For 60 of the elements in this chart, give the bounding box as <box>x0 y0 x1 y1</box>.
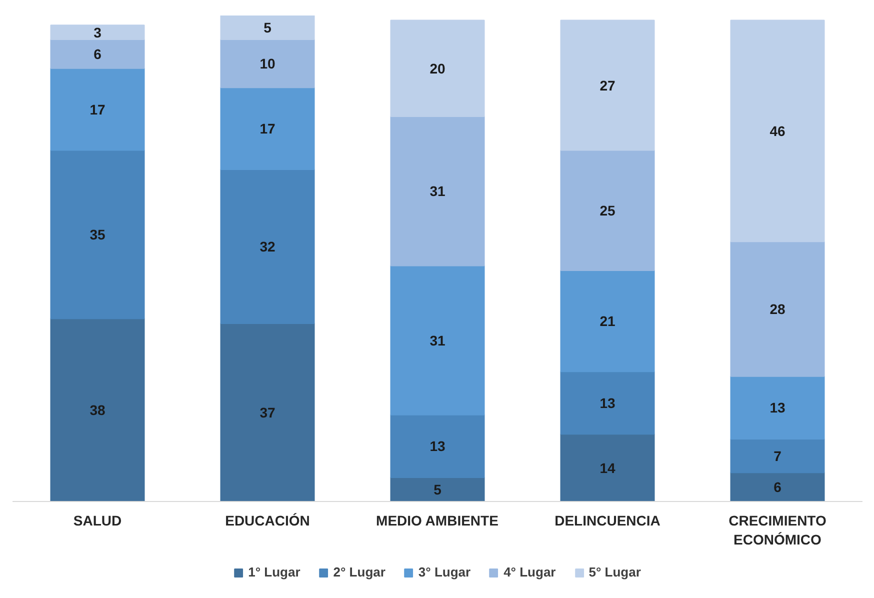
bar <box>560 270 655 372</box>
data-label: 31 <box>430 332 446 348</box>
bar <box>50 39 145 69</box>
legend-label: 5° Lugar <box>588 564 641 580</box>
bar <box>390 265 485 416</box>
bar <box>560 371 655 435</box>
x-tick-label: MEDIO AMBIENTE <box>376 512 498 528</box>
data-label: 17 <box>260 120 276 137</box>
data-label: 13 <box>600 394 616 411</box>
data-label: 10 <box>260 56 276 72</box>
x-tick-label: SALUD <box>73 512 122 528</box>
bar <box>390 414 485 478</box>
data-label: 38 <box>90 402 106 418</box>
bar <box>730 472 825 502</box>
data-label: 20 <box>430 60 446 76</box>
data-label: 17 <box>90 101 106 118</box>
bar <box>560 20 655 151</box>
legend-label: 1° Lugar <box>248 564 300 580</box>
bar <box>50 318 145 502</box>
data-label: 6 <box>94 46 102 62</box>
bar <box>730 376 825 440</box>
bar <box>50 68 145 151</box>
x-tick-label: DELINCUENCIA <box>554 512 660 528</box>
data-label: 35 <box>90 226 106 242</box>
bar <box>730 20 825 242</box>
bar <box>220 39 315 88</box>
bar <box>50 24 145 40</box>
x-tick-label: CRECIMIENTO ECONÓMICO <box>728 512 826 548</box>
data-label: 6 <box>774 479 782 496</box>
x-tick-label: EDUCACIÓN <box>225 512 310 528</box>
data-label: 3 <box>94 24 102 40</box>
data-label: 37 <box>260 404 276 420</box>
bar <box>50 150 145 320</box>
data-label: 31 <box>430 183 446 200</box>
data-label: 13 <box>770 400 786 416</box>
data-label: 46 <box>770 122 786 139</box>
bar <box>220 16 315 40</box>
data-label: 21 <box>600 313 616 330</box>
data-label: 32 <box>260 238 276 254</box>
data-label: 27 <box>600 77 616 94</box>
data-label: 7 <box>774 448 782 464</box>
data-label: 14 <box>600 460 616 476</box>
data-label: 25 <box>600 202 616 218</box>
bar <box>220 87 315 170</box>
bar <box>730 438 825 474</box>
bar <box>560 434 655 502</box>
bar <box>560 150 655 272</box>
data-label: 5 <box>434 481 442 498</box>
legend-label: 3° Lugar <box>418 564 471 580</box>
legend-label: 2° Lugar <box>333 564 386 580</box>
bar <box>220 322 315 502</box>
data-label: 13 <box>430 438 446 454</box>
bar <box>220 168 315 324</box>
bar <box>390 476 485 502</box>
data-label: 5 <box>264 20 272 36</box>
legend-label: 4° Lugar <box>504 564 556 580</box>
bar <box>390 116 485 266</box>
bar <box>730 241 825 377</box>
data-label: 28 <box>770 301 786 318</box>
bar <box>390 20 485 118</box>
